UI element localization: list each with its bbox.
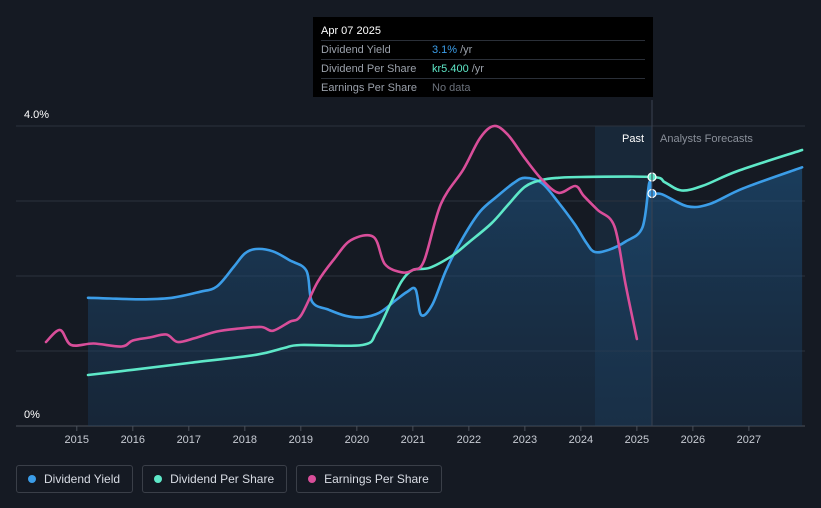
tooltip: Apr 07 2025 Dividend Yield 3.1% /yr Divi…	[313, 17, 653, 97]
y-axis-bottom-label: 0%	[24, 409, 40, 421]
past-label: Past	[622, 133, 644, 145]
series-lines	[44, 124, 804, 377]
y-axis-top-label: 4.0%	[24, 109, 49, 121]
x-tick-label: 2025	[625, 434, 649, 446]
x-tick-label: 2018	[233, 434, 257, 446]
series-line-dividend-yield	[86, 166, 804, 319]
legend-dividend-yield[interactable]: Dividend Yield	[16, 465, 134, 493]
x-tick-label: 2023	[513, 434, 537, 446]
legend-earnings-per-share[interactable]: Earnings Per Share	[296, 465, 442, 493]
legend-dot-icon	[154, 475, 163, 483]
series-line-earnings-per-share	[44, 124, 639, 348]
x-axis-ticks: 2015 2016 2017 2018 2019 2020 2021 2022 2023 2024…	[65, 426, 761, 446]
legend-label: Dividend Per Share	[170, 472, 275, 486]
x-tick-label: 2024	[569, 434, 593, 446]
tooltip-value: No data	[432, 82, 471, 94]
x-tick-label: 2026	[681, 434, 705, 446]
x-tick-label: 2022	[457, 434, 481, 446]
legend-dividend-per-share[interactable]: Dividend Per Share	[142, 465, 288, 493]
tooltip-date: Apr 07 2025	[321, 23, 645, 41]
series-areas	[88, 167, 803, 427]
forecast-label: Analysts Forecasts	[660, 133, 753, 145]
tooltip-label: Dividend Yield	[321, 44, 391, 56]
legend-label: Earnings Per Share	[324, 472, 429, 486]
x-tick-label: 2016	[121, 434, 145, 446]
series-area-dividend-yield	[88, 167, 803, 427]
tooltip-value: 3.1%	[432, 44, 458, 56]
tooltip-row-dividend-per-share: Dividend Per Share kr5.400 /yr	[321, 60, 645, 79]
tooltip-row-dividend-yield: Dividend Yield 3.1% /yr	[321, 41, 645, 60]
legend: Dividend Yield Dividend Per Share Earnin…	[16, 465, 442, 493]
x-tick-label: 2021	[401, 434, 425, 446]
x-tick-label: 2020	[345, 434, 369, 446]
legend-dot-icon	[28, 475, 36, 483]
x-tick-label: 2015	[65, 434, 89, 446]
tooltip-unit: /yr	[460, 44, 473, 56]
series-line-dividend-per-share	[86, 148, 804, 377]
legend-dot-icon	[308, 475, 317, 483]
x-tick-label: 2019	[289, 434, 313, 446]
tooltip-value: kr5.400	[432, 63, 469, 75]
tooltip-unit: /yr	[471, 63, 484, 75]
tooltip-label: Earnings Per Share	[321, 82, 417, 94]
tooltip-label: Dividend Per Share	[321, 63, 417, 75]
x-tick-label: 2027	[737, 434, 761, 446]
x-tick-label: 2017	[177, 434, 201, 446]
legend-label: Dividend Yield	[44, 472, 121, 486]
tooltip-row-earnings-per-share: Earnings Per Share No data	[321, 79, 645, 97]
